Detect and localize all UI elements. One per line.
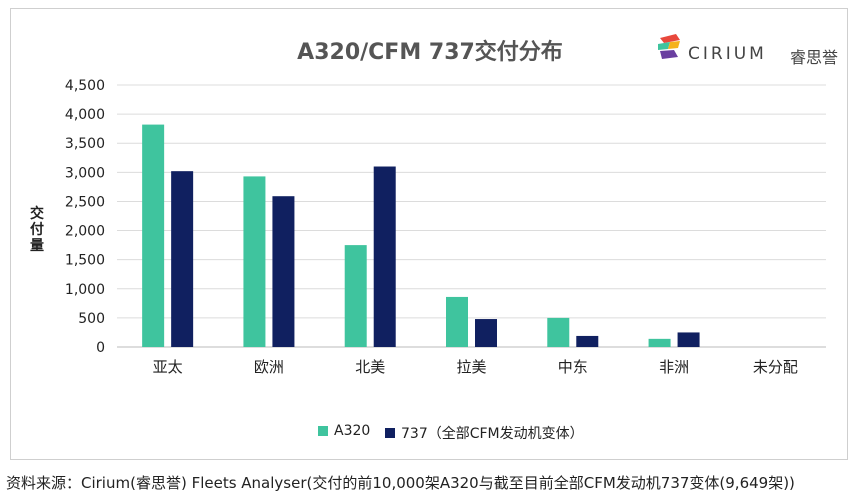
y-tick-label: 4,500 bbox=[65, 78, 105, 94]
source-note: 资料来源：Cirium(睿思誉) Fleets Analyser(交付的前10,… bbox=[6, 474, 795, 492]
x-tick-label: 亚太 bbox=[153, 358, 183, 376]
y-tick-label: 0 bbox=[96, 340, 105, 356]
x-tick-label: 北美 bbox=[355, 358, 385, 376]
y-tick-label: 1,000 bbox=[65, 282, 105, 298]
bar-737 bbox=[475, 319, 497, 347]
bar-a320 bbox=[142, 124, 165, 347]
x-tick-label: 中东 bbox=[558, 358, 588, 376]
x-tick-label: 拉美 bbox=[456, 358, 486, 376]
y-axis-label: 交付量 bbox=[30, 206, 44, 254]
bar-737 bbox=[272, 196, 295, 347]
x-tick-label: 未分配 bbox=[753, 358, 798, 376]
cirium-logo-icon bbox=[658, 34, 680, 59]
cirium-logo: CIRIUM 睿思誉 bbox=[656, 32, 846, 68]
legend-item-a320: A320 bbox=[318, 423, 370, 439]
legend-swatch-a320 bbox=[318, 426, 328, 436]
logo-chinese-name: 睿思誉 bbox=[790, 48, 839, 67]
chart-title: A320/CFM 737交付分布 bbox=[297, 40, 563, 65]
bar-a320 bbox=[344, 245, 367, 347]
y-tick-label: 3,500 bbox=[65, 136, 105, 152]
y-tick-label: 4,000 bbox=[65, 107, 105, 123]
bar-737 bbox=[171, 171, 194, 347]
bar-737 bbox=[677, 332, 700, 347]
x-tick-label: 欧洲 bbox=[254, 358, 284, 376]
bar-a320 bbox=[547, 317, 570, 347]
legend-item-737: 737（全部CFM发动机变体） bbox=[385, 423, 584, 443]
legend-label-a320: A320 bbox=[334, 423, 371, 439]
y-tick-label: 2,500 bbox=[65, 194, 105, 210]
y-tick-label: 2,000 bbox=[65, 224, 105, 240]
y-tick-label: 3,000 bbox=[65, 165, 105, 181]
bar-737 bbox=[373, 166, 396, 347]
y-tick-label: 1,500 bbox=[65, 253, 105, 269]
bar-a320 bbox=[446, 296, 468, 347]
y-tick-label: 500 bbox=[78, 311, 105, 327]
legend-label-737: 737（全部CFM发动机变体） bbox=[401, 426, 584, 442]
bar-a320 bbox=[243, 176, 266, 347]
bar-a320 bbox=[648, 338, 671, 347]
legend-swatch-737 bbox=[385, 428, 395, 438]
logo-text: CIRIUM bbox=[688, 44, 767, 64]
bar-737 bbox=[576, 335, 599, 347]
x-tick-label: 非洲 bbox=[659, 358, 689, 376]
